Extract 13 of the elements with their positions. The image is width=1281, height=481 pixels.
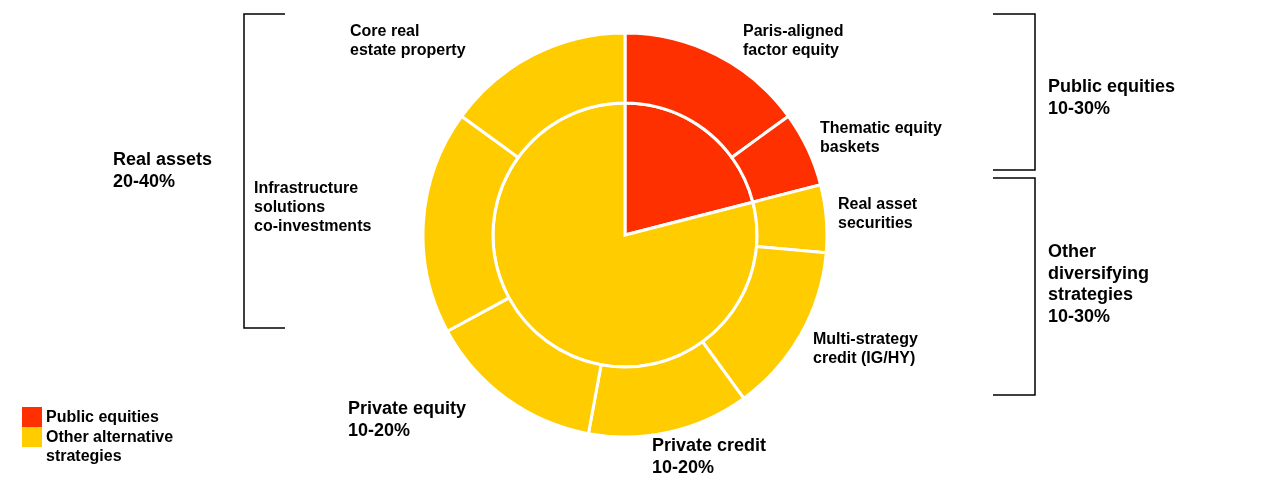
text: Public equities 10-30%	[1048, 76, 1176, 118]
legend-label: Other alternative strategies	[46, 427, 175, 465]
slice-label: Infrastructure solutions co-investments	[254, 179, 372, 235]
slice-label: Thematic equity baskets	[820, 119, 942, 156]
text: Private equity 10-20%	[348, 398, 467, 440]
slice-label: Multi-strategy credit (IG/HY)	[813, 330, 918, 367]
text: Other diversifying strategies 10-30%	[1048, 241, 1150, 326]
slice-label: Real asset securities	[838, 195, 918, 232]
text: Real assets 20-40%	[113, 149, 213, 191]
slice-label: Paris-aligned factor equity	[743, 22, 844, 59]
slice-label: Core real estate property	[350, 22, 466, 59]
legend-label: Public equities	[46, 406, 160, 426]
text: Private credit 10-20%	[652, 435, 767, 477]
